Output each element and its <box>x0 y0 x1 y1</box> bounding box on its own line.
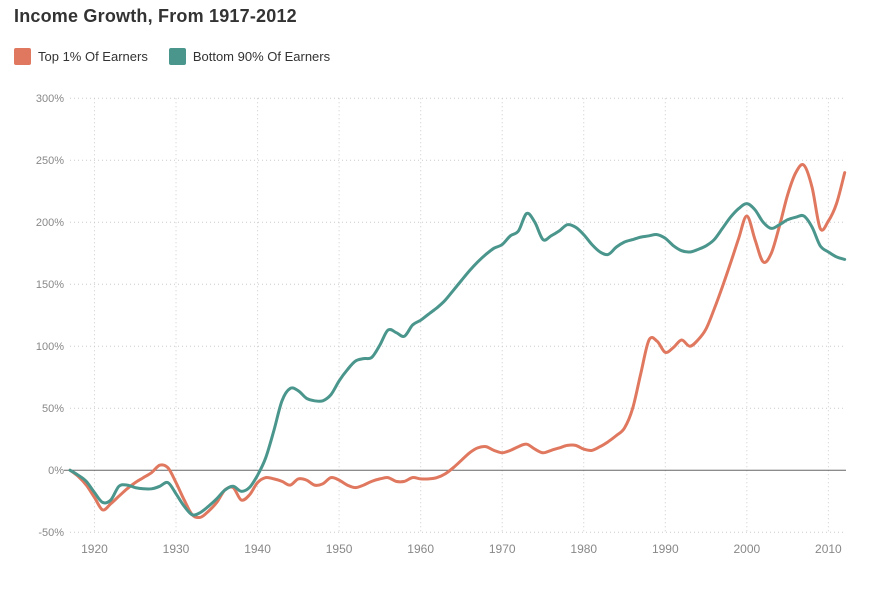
chart-title: Income Growth, From 1917-2012 <box>14 6 297 26</box>
legend-label-bottom-90-percent: Bottom 90% Of Earners <box>192 49 331 64</box>
x-tick-label: 2010 <box>815 542 842 556</box>
x-tick-label: 1950 <box>326 542 353 556</box>
x-tick-label: 1990 <box>652 542 679 556</box>
legend-label-top-1-percent: Top 1% Of Earners <box>38 49 148 64</box>
legend: Top 1% Of Earners Bottom 90% Of Earners <box>14 48 330 65</box>
x-tick-label: 1970 <box>489 542 516 556</box>
legend-item-bottom-90-percent[interactable]: Bottom 90% Of Earners <box>168 48 331 65</box>
x-tick-label: 2000 <box>733 542 760 556</box>
y-tick-label: 200% <box>36 217 64 229</box>
x-tick-label: 1920 <box>81 542 108 556</box>
legend-swatch-top-1-percent <box>14 48 31 65</box>
x-tick-label: 1940 <box>244 542 271 556</box>
x-tick-label: 1930 <box>163 542 190 556</box>
x-tick-label: 1980 <box>570 542 597 556</box>
y-tick-label: -50% <box>38 527 64 539</box>
legend-swatch-bottom-90-percent <box>168 48 186 65</box>
y-tick-label: 300% <box>36 93 64 105</box>
series-line-top-1-of-earners <box>68 163 847 520</box>
legend-item-top-1-percent[interactable]: Top 1% Of Earners <box>14 48 148 65</box>
y-tick-label: 50% <box>42 403 64 415</box>
y-tick-label: 100% <box>36 341 64 353</box>
y-tick-label: 0% <box>48 465 64 477</box>
series-line-bottom-90-of-earners <box>68 202 847 517</box>
y-tick-label: 250% <box>36 155 64 167</box>
x-tick-label: 1960 <box>407 542 434 556</box>
y-tick-label: 150% <box>36 279 64 291</box>
